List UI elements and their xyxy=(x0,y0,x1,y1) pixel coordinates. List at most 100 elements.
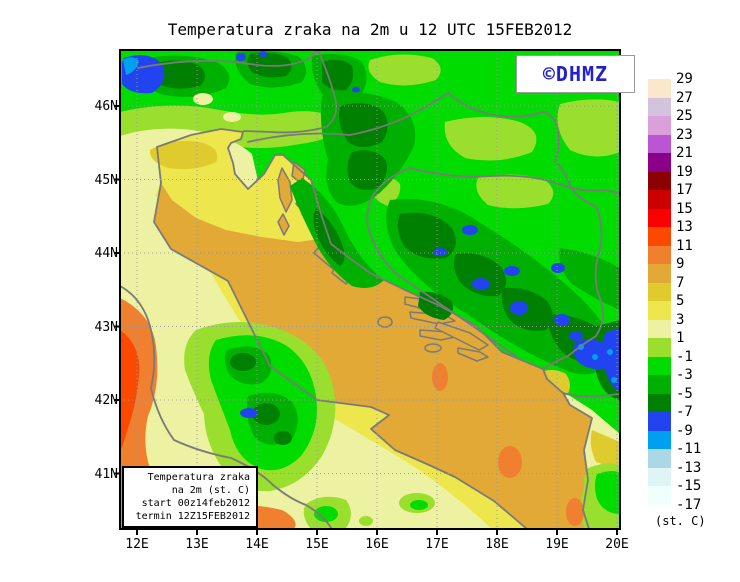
colorbar-cell xyxy=(648,153,671,172)
apennine-dark-1 xyxy=(230,353,256,371)
colorbar-label: -5 xyxy=(676,385,693,402)
apennine-dark-2 xyxy=(252,403,280,425)
border-austria xyxy=(137,50,319,69)
alps-blue-dot-2 xyxy=(259,51,267,57)
dhmz-logo-text: ©DHMZ xyxy=(542,62,609,86)
alps-darkgreen-3 xyxy=(322,59,354,91)
coast-west-italy xyxy=(120,285,333,529)
bosnia-blue-8 xyxy=(569,331,583,341)
run-info-line: Temperatura zraka xyxy=(147,472,250,483)
bosnia-dark-2 xyxy=(453,253,507,297)
colorbar-cell xyxy=(648,227,671,246)
alps-darkgreen-1 xyxy=(150,60,205,89)
lon-label-18E: 18E xyxy=(485,537,509,552)
colorbar-label: -17 xyxy=(676,496,702,513)
bosnia-azure-3 xyxy=(607,349,613,355)
map-fill-layers xyxy=(120,50,620,529)
run-info-box: Temperatura zraka na 2m (st. C) start 00… xyxy=(122,466,258,528)
colorbar-label: -13 xyxy=(676,459,702,476)
colorbar-unit-label: (st. C) xyxy=(655,514,706,528)
bosnia-midgreen-ne xyxy=(559,248,620,310)
ne-pocket-4 xyxy=(476,174,554,209)
colorbar-label: 29 xyxy=(676,71,693,87)
colorbar-label: 7 xyxy=(676,274,685,291)
island-mljet xyxy=(457,347,489,362)
east-edge-blue xyxy=(602,328,620,392)
map-frame xyxy=(119,49,621,530)
ne-pocket-1 xyxy=(368,54,441,86)
run-info-line: na 2m (st. C) xyxy=(171,485,250,496)
lat-label-43N: 43N xyxy=(94,319,118,335)
colorbar-cell xyxy=(648,301,671,320)
colorbar-cell xyxy=(648,375,671,394)
coast-adriatic-italy xyxy=(153,182,528,529)
run-info-line: start 00z14feb2012 xyxy=(141,498,250,509)
map-canvas xyxy=(114,49,621,535)
colorbar-label: 27 xyxy=(676,89,693,106)
colorbar-cell xyxy=(648,245,671,264)
island-peljesac xyxy=(434,321,489,351)
bosnia-blue-6 xyxy=(510,301,528,315)
south-italy-green-2 xyxy=(410,500,428,510)
run-info-line: termin 12Z15FEB2012 xyxy=(135,511,250,522)
lon-label-12E: 12E xyxy=(125,537,149,552)
lon-label-20E: 20E xyxy=(605,537,629,552)
island-cres xyxy=(277,167,293,213)
lon-label-17E: 17E xyxy=(425,537,449,552)
colorbar-label: 1 xyxy=(676,330,685,346)
colorbar-cell xyxy=(648,134,671,153)
albania-edge-gold xyxy=(590,430,620,470)
island-losinj xyxy=(277,213,290,236)
colorbar-label: 11 xyxy=(676,237,693,254)
colorbar-label: -3 xyxy=(676,367,693,383)
lat-label-44N: 44N xyxy=(94,246,118,261)
lon-label-19E: 19E xyxy=(545,537,569,552)
sea-orange-patch-2 xyxy=(498,446,522,478)
ne-pocket-2 xyxy=(444,117,537,161)
colorbar-cell xyxy=(648,449,671,468)
colorbar-cell xyxy=(648,208,671,227)
bosnia-blue-3 xyxy=(472,278,490,290)
bosnia-blue-5 xyxy=(551,263,565,273)
colorbar-label: 15 xyxy=(676,200,693,217)
border-bosnia-east xyxy=(542,185,605,370)
bosnia-dark-5 xyxy=(418,291,453,320)
alps-pale-pocket-2 xyxy=(223,112,241,122)
temperature-colorbar: 29 27 25 23 21 19 17 15 13 11 9 7 5 3 1 -1 -3 -5 -7 -9 -11 -1… xyxy=(648,72,740,539)
island-vis xyxy=(377,316,393,328)
venice-lagoon-gold xyxy=(149,141,218,170)
colorbar-label: -9 xyxy=(676,422,693,439)
lat-label-45N: 45N xyxy=(94,172,118,188)
colorbar-cell xyxy=(648,356,671,375)
colorbar-label: -11 xyxy=(676,441,702,457)
colorbar-cell xyxy=(648,190,671,209)
colorbar-cell xyxy=(648,97,671,116)
dhmz-logo-box: ©DHMZ xyxy=(516,55,635,93)
coast-croatia xyxy=(156,128,593,529)
colorbar-label: 23 xyxy=(676,126,693,143)
lon-label-16E: 16E xyxy=(365,537,389,552)
south-italy-green-1 xyxy=(314,506,338,522)
apennine-blue xyxy=(240,408,258,418)
colorbar-label: 21 xyxy=(676,145,693,161)
gorski-kotar-dark-2 xyxy=(347,150,387,190)
border-sava xyxy=(409,167,620,195)
colorbar-cell xyxy=(648,79,671,98)
colorbar-label: 25 xyxy=(676,108,693,124)
colorbar-cell xyxy=(648,338,671,357)
corner-green xyxy=(595,471,620,514)
colorbar-cell xyxy=(648,171,671,190)
colorbar-label: -7 xyxy=(676,404,693,420)
south-italy-yg-3 xyxy=(359,516,373,526)
colorbar-label: 5 xyxy=(676,293,685,309)
gorski-kotar-dark-1 xyxy=(339,103,388,147)
colorbar-cell xyxy=(648,412,671,431)
bosnia-blue-1 xyxy=(462,225,478,235)
west-italy-orange-core xyxy=(120,330,140,452)
border-bosnia-west xyxy=(366,167,517,357)
colorbar-label: 19 xyxy=(676,163,693,180)
alps-pale-pocket-1 xyxy=(193,93,213,105)
colorbar-cell xyxy=(648,264,671,283)
border-italy-slovenia xyxy=(243,50,338,134)
